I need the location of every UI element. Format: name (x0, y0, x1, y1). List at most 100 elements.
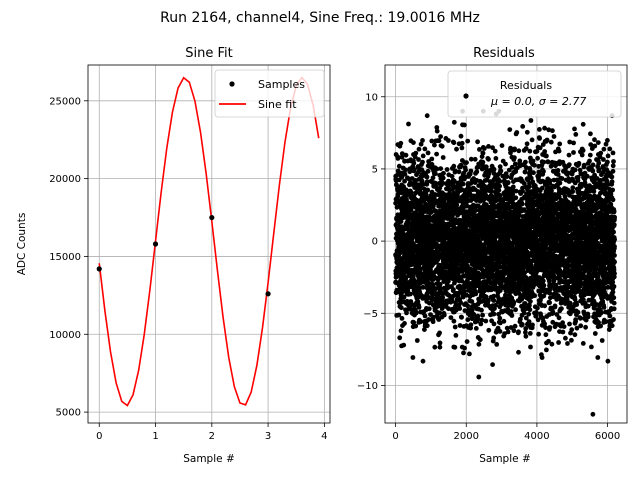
residual-point (511, 300, 517, 305)
residual-point (467, 351, 472, 357)
residual-point (557, 141, 563, 147)
residual-point (465, 138, 471, 144)
residual-point (537, 145, 543, 151)
residual-point (453, 304, 458, 309)
residual-point (492, 148, 498, 154)
residual-point (473, 291, 479, 297)
residual-point (510, 191, 516, 197)
residual-point (505, 180, 511, 185)
residual-point (536, 169, 542, 175)
residual-point (520, 124, 526, 129)
residual-point (448, 315, 454, 320)
residual-point (513, 307, 518, 313)
residual-point (433, 171, 438, 177)
residual-point (462, 289, 467, 294)
residual-point (508, 150, 513, 156)
residual-point (404, 224, 410, 230)
residual-point (541, 293, 547, 299)
residual-point (459, 140, 465, 146)
residual-point (491, 293, 497, 299)
suptitle: Run 2164, channel4, Sine Freq.: 19.0016 … (160, 10, 480, 26)
residual-point (422, 327, 427, 332)
residual-point (464, 339, 470, 344)
samples-layer (96, 214, 271, 297)
residual-point (516, 329, 521, 335)
residual-point (462, 345, 467, 351)
residual-point (560, 329, 566, 335)
residual-point (421, 198, 427, 204)
residual-point (541, 169, 546, 174)
residual-point (532, 293, 537, 299)
residual-point (436, 138, 442, 144)
residual-point (527, 167, 533, 173)
residual-point (556, 148, 562, 154)
residual-point (440, 175, 446, 181)
residual-point (510, 184, 516, 190)
residual-point (431, 314, 436, 320)
residual-point (437, 281, 443, 287)
residual-point (395, 168, 401, 174)
residual-point (479, 307, 484, 313)
residual-point (424, 179, 430, 185)
residual-point (457, 306, 463, 311)
residual-point (526, 319, 532, 324)
residual-point (535, 155, 540, 161)
left-x-tick-label: 1 (152, 431, 158, 442)
residual-point (491, 171, 497, 176)
residual-point (429, 297, 435, 302)
residual-point (536, 173, 542, 179)
residual-point (399, 316, 405, 321)
residual-point (482, 288, 487, 294)
residual-point (543, 332, 549, 338)
residual-point (523, 315, 529, 321)
residual-point (432, 344, 438, 350)
residual-point (537, 136, 542, 141)
residual-point (494, 342, 500, 347)
residual-point (399, 154, 405, 160)
residual-point (462, 308, 468, 313)
residual-point (483, 318, 489, 324)
residual-point (542, 149, 548, 154)
residual-point (486, 156, 491, 162)
residual-point (463, 167, 468, 173)
residual-point (523, 146, 529, 151)
residual-point (504, 325, 510, 331)
legend-sine-fit-label: Sine fit (258, 98, 297, 111)
residual-point (490, 362, 495, 367)
residual-point (489, 188, 494, 194)
residuals-points-layer (393, 108, 617, 417)
left-y-tick-label: 5000 (56, 408, 81, 419)
left-y-tick-label: 15000 (49, 252, 81, 263)
residual-point (545, 265, 551, 271)
residual-point (496, 311, 501, 317)
residual-point (432, 180, 438, 186)
sine-fit-title: Sine Fit (185, 46, 232, 61)
residual-point (451, 318, 457, 324)
residual-point (441, 312, 447, 318)
residual-point (523, 159, 528, 165)
residual-point (567, 321, 572, 327)
residual-point (565, 170, 571, 176)
residual-point (411, 140, 416, 146)
residual-point (479, 317, 485, 323)
residual-point (493, 156, 499, 161)
residual-point (477, 147, 482, 152)
residual-point (469, 316, 475, 322)
residual-point (560, 320, 565, 326)
residual-point (449, 298, 455, 304)
residual-point (465, 303, 470, 309)
residual-point (418, 319, 424, 325)
residual-point (547, 178, 553, 184)
residual-point (438, 285, 443, 291)
residual-point (473, 207, 478, 213)
residual-point (440, 295, 446, 300)
residual-point (477, 337, 483, 343)
residual-point (490, 145, 495, 151)
residual-point (452, 168, 458, 174)
residual-point (451, 163, 457, 169)
residual-point (512, 155, 517, 161)
residual-point (452, 344, 458, 350)
left-y-tick-label: 25000 (49, 96, 81, 107)
residual-point (457, 323, 463, 328)
